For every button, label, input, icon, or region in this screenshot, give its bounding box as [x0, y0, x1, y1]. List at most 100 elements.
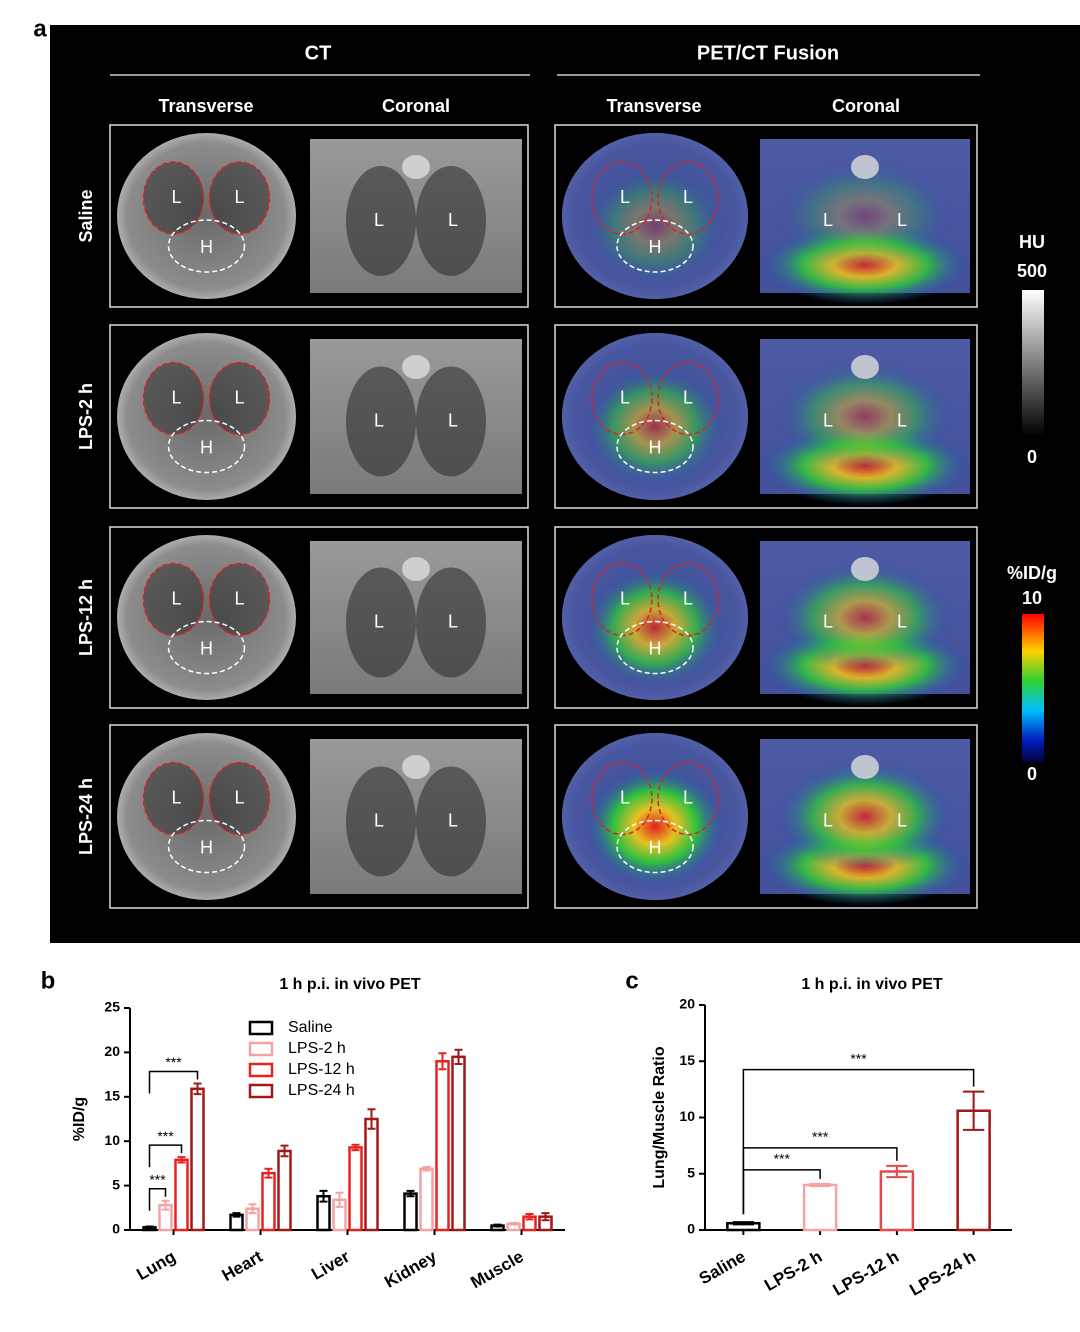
- colorbar-max: 10: [1022, 588, 1042, 608]
- region-label: L: [823, 611, 833, 631]
- colorbar-max: 500: [1017, 261, 1047, 281]
- transverse-slice: [117, 535, 296, 700]
- heart-outline: [167, 620, 246, 675]
- pet-uptake: [777, 562, 953, 673]
- significance-label: ***: [165, 1054, 182, 1070]
- bar: [879, 1170, 915, 1232]
- region-label: L: [620, 787, 630, 807]
- region-label: L: [234, 387, 244, 407]
- spine: [851, 557, 879, 581]
- lung-region: [416, 166, 486, 276]
- lung-region: [346, 766, 416, 877]
- pet-uptake: [777, 761, 953, 872]
- legend-label: LPS-24 h: [288, 1082, 355, 1099]
- colorbar-min: 0: [1027, 764, 1037, 784]
- y-axis-label: %ID/g: [71, 1097, 88, 1141]
- error-bar: [145, 1225, 154, 1230]
- lung-region: [416, 766, 486, 877]
- y-tick-label: 5: [112, 1176, 120, 1192]
- bar: [174, 1158, 189, 1232]
- region-label: L: [374, 210, 384, 230]
- spine: [402, 355, 430, 379]
- error-bar: [177, 1156, 186, 1164]
- error-bar: [809, 1182, 831, 1188]
- region-label: L: [897, 810, 907, 830]
- panel-label: c: [625, 967, 638, 994]
- pet-uptake: [777, 161, 953, 271]
- image-frame: [554, 124, 978, 308]
- colorbar: [1022, 290, 1044, 436]
- significance-label: ***: [812, 1129, 829, 1145]
- image-frame: [554, 324, 978, 509]
- colorbar-title: %ID/g: [1007, 563, 1057, 583]
- transverse-slice: [117, 333, 296, 500]
- region-label: L: [171, 588, 181, 608]
- region-label: L: [620, 187, 630, 207]
- legend-swatch: [248, 1020, 274, 1036]
- region-label: L: [448, 210, 458, 230]
- heart-outline: [616, 819, 694, 874]
- panel-label: b: [41, 967, 56, 994]
- x-tick-label: LPS-24 h: [906, 1247, 979, 1300]
- y-tick-label: 10: [104, 1132, 120, 1148]
- legend-label: LPS-2 h: [288, 1040, 346, 1057]
- x-tick-label: LPS-12 h: [830, 1247, 903, 1300]
- error-bar: [232, 1212, 241, 1218]
- row-label: LPS-2 h: [76, 383, 96, 450]
- legend-swatch: [248, 1041, 274, 1057]
- significance-bracket: [742, 1068, 975, 1215]
- region-label: H: [649, 638, 662, 658]
- bar: [403, 1192, 418, 1232]
- region-label: L: [171, 787, 181, 807]
- heart-outline: [616, 620, 694, 675]
- heart-outline: [167, 819, 246, 874]
- y-axis-label: Lung/Muscle Ratio: [651, 1046, 668, 1188]
- error-bar: [161, 1199, 170, 1211]
- region-label: H: [649, 837, 662, 857]
- spine: [402, 557, 430, 581]
- heart-outline: [167, 419, 246, 474]
- bar: [190, 1087, 205, 1232]
- x-tick-label: Saline: [696, 1247, 749, 1289]
- lung-region: [346, 567, 416, 678]
- x-tick-label: Muscle: [467, 1247, 526, 1292]
- region-label: L: [823, 810, 833, 830]
- error-bar: [732, 1221, 755, 1226]
- region-label: L: [448, 410, 458, 430]
- pet-uptake: [777, 361, 953, 472]
- significance-label: ***: [850, 1050, 867, 1066]
- y-tick-label: 15: [104, 1088, 120, 1104]
- bar: [261, 1171, 276, 1232]
- region-label: L: [374, 810, 384, 830]
- error-bar: [438, 1052, 447, 1071]
- chart-title: 1 h p.i. in vivo PET: [801, 976, 943, 993]
- region-label: L: [374, 611, 384, 631]
- row-label: Saline: [76, 189, 96, 242]
- y-tick-label: 20: [679, 996, 695, 1012]
- transverse-slice: [117, 133, 296, 299]
- error-bar: [886, 1164, 908, 1179]
- region-label: L: [897, 410, 907, 430]
- region-label: L: [234, 787, 244, 807]
- legend-label: LPS-12 h: [288, 1061, 355, 1078]
- y-tick-label: 0: [112, 1221, 120, 1237]
- significance-bracket: [148, 1187, 167, 1211]
- x-tick-label: Heart: [219, 1247, 266, 1285]
- region-label: L: [683, 187, 693, 207]
- region-label: L: [171, 187, 181, 207]
- image-frame: [109, 724, 529, 909]
- spine: [851, 355, 879, 379]
- spine: [851, 155, 879, 179]
- y-tick-label: 25: [104, 999, 120, 1015]
- bar: [348, 1146, 363, 1232]
- error-bar: [367, 1108, 376, 1130]
- error-bar: [193, 1082, 202, 1096]
- lung-region: [346, 366, 416, 477]
- region-label: L: [448, 810, 458, 830]
- bar: [364, 1117, 379, 1232]
- group-title: PET/CT Fusion: [697, 42, 839, 64]
- significance-label: ***: [157, 1128, 174, 1144]
- bar: [435, 1060, 450, 1232]
- y-tick-label: 5: [687, 1164, 695, 1180]
